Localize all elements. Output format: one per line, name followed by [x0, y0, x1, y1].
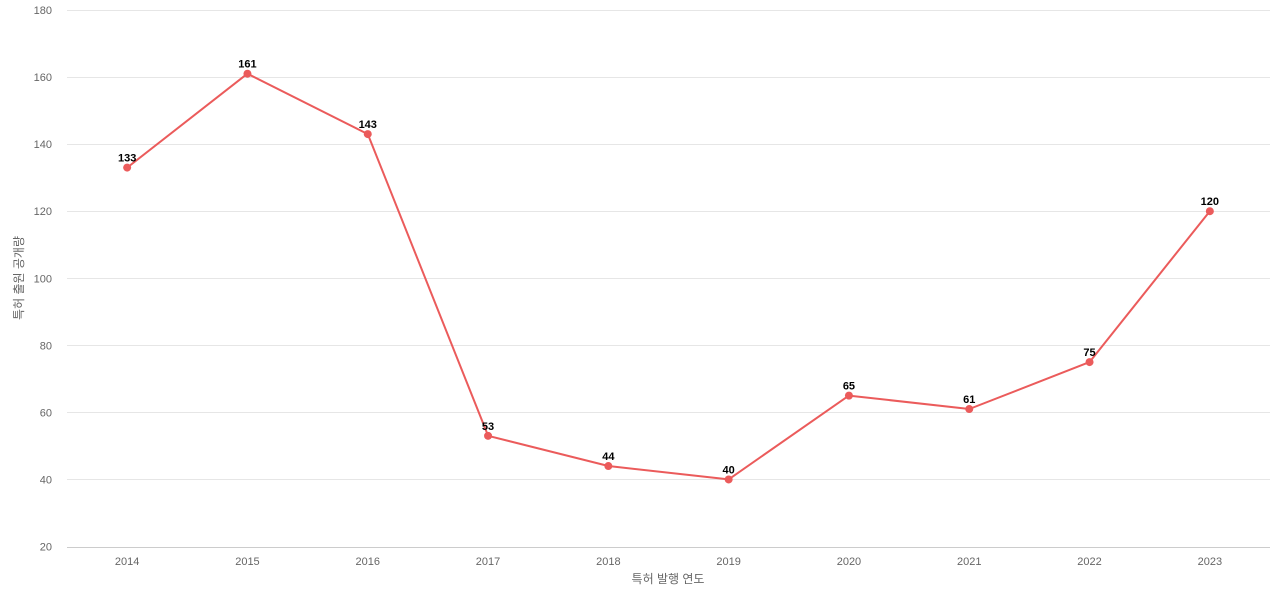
- series-line: [126, 72, 1211, 481]
- x-tick-label: 2014: [115, 556, 139, 568]
- data-point[interactable]: [243, 69, 252, 78]
- data-label: 143: [359, 119, 377, 131]
- x-tick-label: 2021: [957, 556, 981, 568]
- data-point[interactable]: [123, 163, 132, 172]
- x-tick-label: 2019: [716, 556, 740, 568]
- y-axis-ticks: 20 40 60 80 100 120 140 160 180: [34, 5, 52, 554]
- data-label: 40: [723, 464, 735, 476]
- x-tick-label: 2018: [596, 556, 620, 568]
- y-tick-label: 100: [34, 273, 52, 285]
- data-point[interactable]: [844, 391, 853, 400]
- data-point[interactable]: [363, 130, 372, 139]
- x-tick-label: 2016: [356, 556, 380, 568]
- y-tick-label: 40: [40, 474, 52, 486]
- data-label: 44: [602, 451, 615, 463]
- data-point[interactable]: [604, 462, 613, 471]
- series-layer: [123, 69, 1214, 484]
- x-tick-label: 2022: [1077, 556, 1101, 568]
- x-tick-label: 2015: [235, 556, 259, 568]
- x-axis-ticks: 2014 2015 2016 2017 2018 2019 2020 2021 2022 2023: [115, 556, 1222, 568]
- y-tick-label: 140: [34, 139, 52, 151]
- data-point[interactable]: [724, 475, 733, 484]
- x-tick-label: 2020: [837, 556, 861, 568]
- y-tick-label: 160: [34, 72, 52, 84]
- x-tick-label: 2017: [476, 556, 500, 568]
- data-label: 61: [963, 394, 975, 406]
- gridlines: [67, 10, 1270, 548]
- data-labels: 133 161 143 53 44 40 65 61 75 120: [118, 59, 1219, 477]
- y-tick-label: 180: [34, 5, 52, 17]
- y-tick-label: 60: [40, 407, 52, 419]
- data-label: 53: [482, 421, 494, 433]
- y-tick-label: 80: [40, 340, 52, 352]
- data-label: 161: [238, 59, 256, 71]
- data-label: 65: [843, 381, 855, 393]
- data-label: 120: [1201, 196, 1219, 208]
- data-point[interactable]: [965, 405, 974, 414]
- x-axis-title: 특허 발행 연도: [632, 571, 705, 586]
- data-point[interactable]: [484, 431, 493, 440]
- y-tick-label: 120: [34, 206, 52, 218]
- data-label: 75: [1083, 347, 1095, 359]
- y-axis-title: 특허 출원 공개량: [12, 236, 26, 320]
- data-point[interactable]: [1085, 358, 1094, 367]
- y-tick-label: 20: [40, 542, 52, 554]
- x-tick-label: 2023: [1198, 556, 1222, 568]
- data-point[interactable]: [1205, 207, 1214, 216]
- data-label: 133: [118, 153, 136, 165]
